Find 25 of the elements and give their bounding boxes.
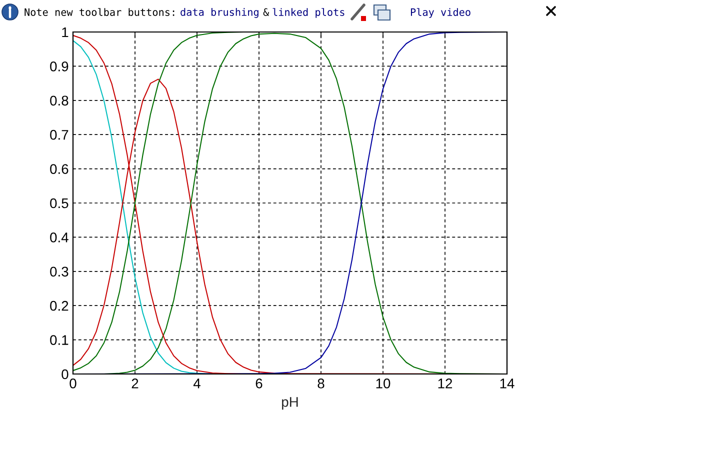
text: linked plots [272,8,344,18]
y-tick-label: 0.4 [50,232,68,242]
y-tick-label: 1 [62,27,68,38]
text: Play video [410,8,470,18]
y-tick-label: 0.2 [50,300,68,311]
x-tick-label: 12 [438,378,452,388]
y-tick-label: 0.9 [50,62,68,72]
x-tick-label: 4 [193,378,200,388]
text: data brushing [180,8,258,18]
y-tick-label: 0 [62,369,68,380]
x-tick-label: 8 [318,378,324,388]
x-tick-label: 10 [376,378,390,388]
y-tick-label: 0.3 [50,266,68,277]
x-tick-label: 14 [500,378,514,388]
y-tick-label: 0.1 [50,335,68,345]
x-tick-label: 2 [132,378,138,388]
text: Note new toolbar buttons: [24,8,174,16]
y-tick-label: 0.8 [50,96,68,106]
x-axis-title: pH [282,397,298,410]
text: & [263,8,270,16]
y-tick-label: 0.5 [50,198,68,208]
y-tick-label: 0.7 [50,130,68,140]
y-tick-label: 0.6 [50,164,68,174]
x-tick-label: 0 [70,378,76,388]
x-tick-label: 6 [256,378,262,388]
